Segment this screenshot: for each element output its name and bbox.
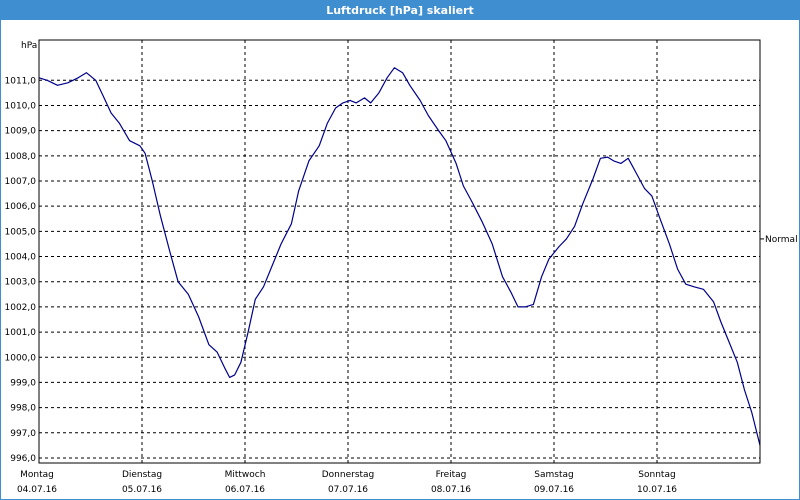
y-tick-label: 997,0 — [10, 429, 36, 439]
plot-frame — [38, 39, 761, 464]
x-date-label: 08.07.16 — [431, 485, 471, 495]
x-day-label: Montag — [20, 470, 54, 480]
axis-labels: 996,0 997,0 998,0 999,0 1000,0 1001,0 1002,0 10… — [5, 41, 798, 495]
series-layer — [38, 67, 761, 446]
reference-label: Normal — [765, 235, 798, 245]
x-date-label: 07.07.16 — [328, 485, 368, 495]
y-axis-unit: hPa — [21, 41, 37, 51]
y-tick-label: 1006,0 — [5, 202, 37, 212]
y-tick-label: 1008,0 — [5, 152, 37, 162]
x-day-label: Mittwoch — [225, 470, 266, 480]
y-tick-label: 1009,0 — [5, 127, 37, 137]
y-tick-label: 996,0 — [10, 454, 36, 464]
y-tick-label: 1007,0 — [5, 177, 37, 187]
y-tick-label: 1005,0 — [5, 227, 37, 237]
x-day-label: Donnerstag — [322, 470, 375, 480]
y-tick-label: 998,0 — [10, 404, 36, 414]
y-tick-label: 1010,0 — [5, 101, 37, 111]
x-date-label: 09.07.16 — [534, 485, 574, 495]
x-day-label: Sonntag — [638, 470, 675, 480]
y-tick-label: 999,0 — [10, 378, 36, 388]
x-day-label: Dienstag — [122, 470, 162, 480]
y-tick-label: 1011,0 — [5, 76, 37, 86]
pressure-series-line — [38, 67, 761, 446]
y-tick-label: 1000,0 — [5, 353, 37, 363]
window-title: Luftdruck [hPa] skaliert — [1, 1, 799, 20]
x-date-label: 04.07.16 — [17, 485, 57, 495]
x-day-label: Freitag — [436, 470, 467, 480]
x-date-label: 10.07.16 — [637, 485, 677, 495]
y-tick-label: 1001,0 — [5, 328, 37, 338]
y-tick-label: 1002,0 — [5, 303, 37, 313]
y-tick-label: 1004,0 — [5, 253, 37, 263]
grid-lines — [39, 40, 760, 463]
x-date-label: 05.07.16 — [122, 485, 162, 495]
x-date-label: 06.07.16 — [225, 485, 265, 495]
y-tick-label: 1003,0 — [5, 278, 37, 288]
x-day-label: Samstag — [534, 470, 573, 480]
